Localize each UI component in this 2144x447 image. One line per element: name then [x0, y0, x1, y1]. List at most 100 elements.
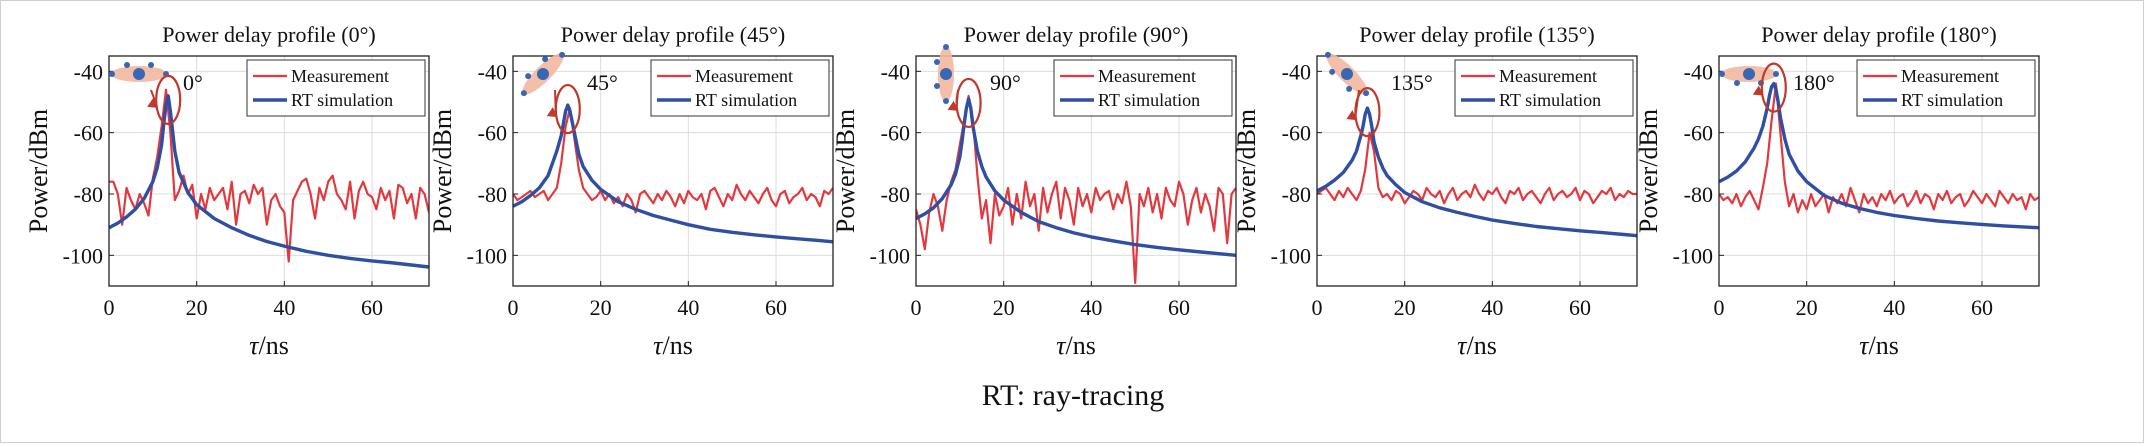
peak-arrow-line	[1760, 89, 1763, 93]
x-axis-label: τ/ns	[249, 331, 289, 360]
legend-label: Measurement	[1901, 66, 1999, 86]
antenna-element-dot	[109, 71, 115, 77]
x-tick-label: 0	[104, 295, 115, 320]
x-tick-label: 20	[1394, 295, 1416, 320]
peak-arrow-head	[1346, 110, 1358, 121]
x-axis-label-symbol: τ	[249, 331, 260, 360]
antenna-element-dot	[934, 83, 940, 89]
x-tick-label: 40	[1481, 295, 1503, 320]
figure-caption: RT: ray-tracing	[981, 379, 1165, 412]
chart-title: Power delay profile (0°)	[162, 22, 375, 47]
x-tick-label: 60	[1569, 295, 1591, 320]
x-axis-label-symbol: τ	[1457, 331, 1468, 360]
legend-box	[1053, 59, 1233, 117]
y-tick-label: -60	[881, 121, 910, 146]
antenna-element-dot	[1734, 80, 1740, 86]
x-axis-label-symbol: τ	[1056, 331, 1067, 360]
x-axis-label-unit: /ns	[662, 331, 692, 360]
legend-label: Measurement	[1499, 66, 1597, 86]
chart-title: Power delay profile (180°)	[1761, 22, 1996, 47]
y-tick-label: -40	[1282, 59, 1311, 84]
x-axis-label-unit: /ns	[1466, 331, 1496, 360]
x-axis-label-symbol: τ	[1859, 331, 1870, 360]
x-tick-label: 20	[1796, 295, 1818, 320]
angle-label: 90°	[990, 70, 1021, 95]
peak-arrow-line	[554, 89, 557, 114]
x-axis-label-unit: /ns	[1868, 331, 1898, 360]
x-tick-label: 60	[1168, 295, 1190, 320]
x-tick-label: 0	[1312, 295, 1323, 320]
peak-arrow-head	[147, 97, 159, 108]
antenna-element-dot	[943, 98, 949, 104]
series-line-rt-simulation	[916, 97, 1236, 257]
antenna-element-dot	[525, 73, 532, 80]
antenna-element-dot	[542, 56, 549, 63]
chart-title: Power delay profile (135°)	[1359, 22, 1594, 47]
legend-box	[1454, 59, 1634, 117]
series-line-measurement	[1719, 82, 2039, 214]
legend-box	[650, 59, 830, 117]
legend-box	[246, 59, 426, 117]
y-tick-label: -40	[881, 59, 910, 84]
angle-label: 0°	[183, 70, 203, 95]
antenna-center-dot	[1341, 68, 1353, 80]
x-tick-label: 40	[677, 295, 699, 320]
antenna-icon	[934, 44, 954, 104]
y-tick-label: -40	[478, 59, 507, 84]
y-tick-label: -80	[74, 182, 103, 207]
antenna-icon	[109, 62, 169, 82]
antenna-icon	[1719, 66, 1779, 86]
legend-label: RT simulation	[1499, 90, 1601, 110]
angle-label: 180°	[1793, 70, 1835, 95]
x-tick-label: 40	[273, 295, 295, 320]
antenna-element-dot	[1719, 71, 1725, 77]
legend-label: Measurement	[291, 66, 389, 86]
y-tick-label: -60	[478, 121, 507, 146]
peak-arrow-line	[1354, 89, 1360, 117]
y-tick-label: -100	[63, 243, 103, 268]
antenna-element-dot	[1773, 71, 1779, 77]
x-tick-label: 20	[186, 295, 208, 320]
x-tick-label: 20	[993, 295, 1015, 320]
peak-marker-ellipse	[155, 74, 182, 125]
antenna-center-dot	[133, 68, 145, 80]
antenna-element-dot	[520, 90, 527, 97]
antenna-element-dot	[934, 59, 940, 65]
x-tick-label: 0	[1714, 295, 1725, 320]
antenna-element-dot	[1324, 51, 1331, 58]
antenna-center-dot	[1743, 68, 1755, 80]
series-line-rt-simulation	[1317, 106, 1637, 238]
y-axis-label: Power/dBm	[428, 109, 457, 233]
y-tick-label: -40	[1684, 59, 1713, 84]
x-tick-label: 40	[1883, 295, 1905, 320]
y-tick-label: -100	[467, 243, 507, 268]
legend-label: RT simulation	[1901, 90, 2003, 110]
x-tick-label: 60	[1971, 295, 1993, 320]
y-tick-label: -60	[1684, 121, 1713, 146]
x-axis-label: τ/ns	[1457, 331, 1497, 360]
peak-arrow-head	[947, 100, 959, 111]
y-tick-label: -60	[74, 121, 103, 146]
angle-label: 45°	[587, 70, 618, 95]
x-tick-label: 20	[590, 295, 612, 320]
axes-box	[915, 55, 1237, 287]
peak-arrow-line	[150, 89, 158, 105]
x-tick-label: 0	[508, 295, 519, 320]
y-tick-label: -40	[74, 59, 103, 84]
legend-label: RT simulation	[291, 90, 393, 110]
chart-title: Power delay profile (90°)	[964, 22, 1188, 47]
peak-arrow-head	[546, 107, 558, 118]
series-line-measurement	[1317, 131, 1637, 205]
antenna-icon	[1324, 51, 1370, 97]
legend-label: RT simulation	[1098, 90, 1200, 110]
y-tick-label: -100	[870, 243, 910, 268]
x-axis-label-unit: /ns	[1065, 331, 1095, 360]
peak-marker-ellipse	[1760, 62, 1787, 113]
antenna-element-dot	[559, 51, 566, 58]
x-axis-label-unit: /ns	[258, 331, 288, 360]
antenna-center-dot	[537, 68, 549, 80]
y-tick-label: -80	[1684, 182, 1713, 207]
legend-label: RT simulation	[695, 90, 797, 110]
x-tick-label: 40	[1080, 295, 1102, 320]
